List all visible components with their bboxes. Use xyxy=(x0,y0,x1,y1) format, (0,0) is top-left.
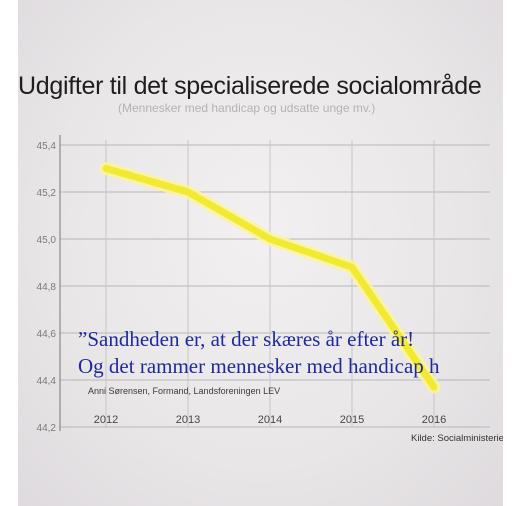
series-group xyxy=(99,162,441,394)
y-tick-labels: 44,2 44,4 44,6 44,8 45,0 45,2 45,4 xyxy=(37,141,57,434)
chart-subtitle: (Mennesker med handicap og udsatte unge … xyxy=(118,101,376,115)
data-point xyxy=(186,190,190,194)
data-point xyxy=(432,385,436,389)
quote-line-2: Og det rammer mennesker med handicap h xyxy=(78,354,440,378)
x-tick-labels: 2012 2013 2014 2015 2016 xyxy=(94,414,446,426)
y-tick-label: 44,8 xyxy=(37,282,57,293)
y-tick-label: 45,0 xyxy=(37,235,57,246)
chart-title: Udgifter til det specialiserede socialom… xyxy=(18,72,482,100)
x-tick-label: 2014 xyxy=(258,414,282,426)
y-tick-label: 45,2 xyxy=(37,188,57,199)
line-chart: 44,244,444,644,845,045,245,4 2012 2013 201… xyxy=(37,135,490,434)
quote-attribution: Anni Sørensen, Formand, Landsforeningen … xyxy=(88,386,281,396)
x-tick-label: 2015 xyxy=(340,414,364,426)
source-note: Kilde: Socialministeriet xyxy=(411,433,503,444)
y-tick-label: 44,6 xyxy=(37,329,57,340)
y-tick-label: 44,2 xyxy=(37,423,57,434)
x-tick-label: 2012 xyxy=(94,414,118,426)
quote-line-1: ”Sandheden er, at der skæres år efter år… xyxy=(78,327,415,351)
y-tick-label: 45,4 xyxy=(37,141,57,152)
data-point xyxy=(104,167,108,170)
y-tick-label: 44,4 xyxy=(37,376,57,387)
chart-frame: 44,2 44,4 44,6 44,8 45,0 45,2 45,4 2012 2013 201… xyxy=(18,0,503,506)
x-tick-label: 2016 xyxy=(422,414,446,426)
data-point xyxy=(350,265,354,269)
x-tick-label: 2013 xyxy=(176,414,200,426)
data-point xyxy=(268,237,272,241)
